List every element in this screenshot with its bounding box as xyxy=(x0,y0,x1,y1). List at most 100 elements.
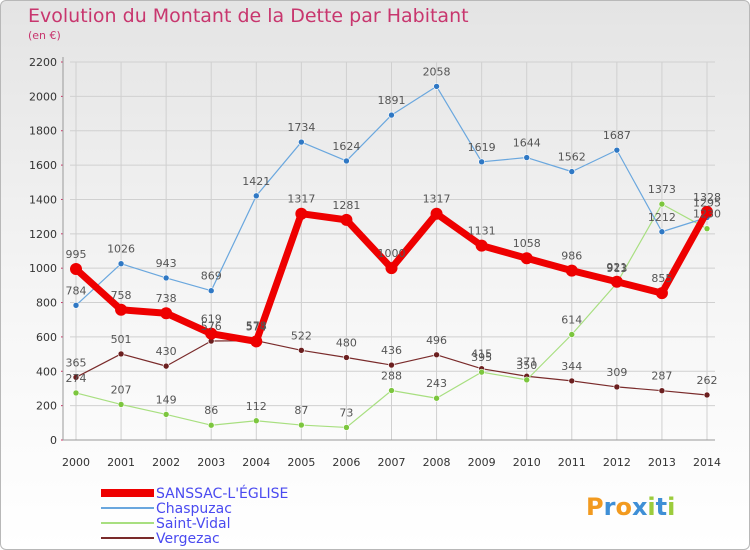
y-tick-label: 400 xyxy=(36,365,57,378)
data-point xyxy=(298,347,305,354)
data-point xyxy=(298,421,305,429)
data-label-layer: 995 758 738 619 574 1317 1281 1000 1317 1131 1058 9… xyxy=(66,65,722,419)
data-point xyxy=(568,331,576,338)
data-point xyxy=(703,225,711,232)
logo-letter: P xyxy=(586,493,604,521)
data-label: 758 xyxy=(111,289,132,302)
y-tick-label: 800 xyxy=(36,297,57,310)
x-tick-label: 2000 xyxy=(62,456,90,469)
data-point xyxy=(701,205,713,218)
data-point xyxy=(340,213,353,226)
data-point xyxy=(252,192,260,200)
data-label: 1131 xyxy=(468,225,496,238)
data-label: 1734 xyxy=(287,121,315,134)
y-tick-label: 1600 xyxy=(29,159,57,172)
data-label: 371 xyxy=(516,355,537,368)
data-point xyxy=(115,303,128,316)
logo-letter: t xyxy=(656,493,667,521)
chart-title: Evolution du Montant de la Dette par Hab… xyxy=(28,5,469,27)
data-point xyxy=(613,146,621,154)
data-point xyxy=(343,354,350,361)
data-label: 995 xyxy=(66,248,87,261)
data-point xyxy=(388,361,395,369)
data-point xyxy=(520,252,533,265)
data-label: 149 xyxy=(156,393,177,406)
data-point xyxy=(72,389,80,397)
y-tick-label: 2000 xyxy=(29,90,57,103)
data-point xyxy=(207,421,215,429)
logo-letter: o xyxy=(615,493,632,521)
data-point xyxy=(385,262,398,275)
data-label: 913 xyxy=(606,262,627,275)
logo-letter: x xyxy=(632,493,648,521)
chart-unit: (en €) xyxy=(28,29,61,42)
data-label: 1328 xyxy=(693,191,721,204)
data-point xyxy=(250,335,263,348)
proxiti-logo: Proxiti xyxy=(586,493,675,521)
data-label: 1212 xyxy=(648,211,676,224)
data-label: 578 xyxy=(246,320,267,333)
data-label: 262 xyxy=(697,374,718,387)
data-point xyxy=(433,83,440,90)
data-label: 1230 xyxy=(693,208,721,221)
y-tick-label: 0 xyxy=(50,434,57,447)
x-tick-label: 2014 xyxy=(693,456,721,469)
data-point xyxy=(117,350,125,358)
data-label: 1317 xyxy=(287,193,315,206)
data-label: 1562 xyxy=(558,151,586,164)
data-point xyxy=(658,387,666,394)
legend-label: Chaspuzac xyxy=(156,501,232,517)
data-point xyxy=(117,260,125,268)
data-point xyxy=(478,368,485,376)
data-point xyxy=(703,391,711,399)
data-label: 87 xyxy=(294,404,308,417)
legend: SANSSAC-L'ÉGLISEChaspuzacSaint-VidalVerg… xyxy=(101,485,288,547)
data-point xyxy=(252,417,260,425)
x-tick-label: 2005 xyxy=(287,456,315,469)
y-tick-label: 1800 xyxy=(29,125,57,138)
data-label: 614 xyxy=(561,314,582,327)
data-label: 1619 xyxy=(468,141,496,154)
data-point xyxy=(162,362,170,370)
logo-letter: i xyxy=(647,493,655,521)
data-label: 1644 xyxy=(513,137,541,150)
data-point xyxy=(343,424,350,431)
x-tick-label: 2008 xyxy=(423,456,451,469)
data-label: 480 xyxy=(336,337,357,350)
data-point xyxy=(613,383,621,391)
data-label: 1026 xyxy=(107,243,135,256)
data-label: 738 xyxy=(156,292,177,305)
x-tick-label: 2011 xyxy=(558,456,586,469)
data-label: 869 xyxy=(201,270,222,283)
data-point xyxy=(565,264,578,277)
data-label: 1295 xyxy=(693,196,721,209)
x-tick-label: 2007 xyxy=(378,456,406,469)
data-point xyxy=(205,327,218,340)
series-layer xyxy=(70,83,713,431)
data-label: 1281 xyxy=(332,199,360,212)
logo-letter: i xyxy=(667,493,675,521)
data-point xyxy=(568,377,576,385)
y-tick-label: 600 xyxy=(36,331,57,344)
x-tick-label: 2004 xyxy=(242,456,270,469)
data-label: 365 xyxy=(66,356,87,369)
y-tick-label: 2200 xyxy=(29,56,57,69)
data-point xyxy=(568,168,576,175)
data-point xyxy=(72,301,80,309)
data-label: 344 xyxy=(561,360,582,373)
data-label: 855 xyxy=(651,272,672,285)
data-label: 574 xyxy=(246,320,267,333)
data-label: 576 xyxy=(201,320,222,333)
data-point xyxy=(343,157,350,165)
x-tick-label: 2006 xyxy=(332,456,360,469)
data-label: 207 xyxy=(111,383,132,396)
x-tick-label: 2009 xyxy=(468,456,496,469)
x-tick-label: 2013 xyxy=(648,456,676,469)
data-point xyxy=(295,207,308,220)
data-point xyxy=(658,228,666,236)
data-label: 1891 xyxy=(378,94,406,107)
data-label: 1687 xyxy=(603,129,631,142)
logo-letter: r xyxy=(604,493,616,521)
data-label: 415 xyxy=(471,348,492,361)
data-label: 1421 xyxy=(242,175,270,188)
